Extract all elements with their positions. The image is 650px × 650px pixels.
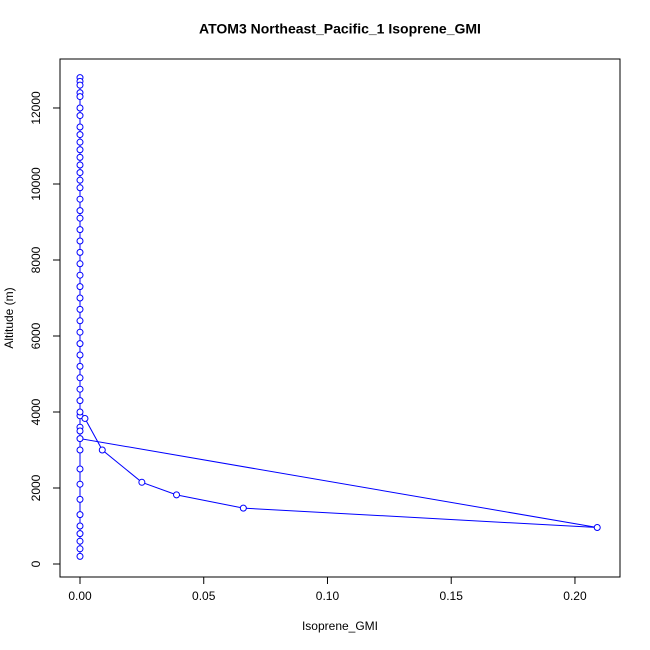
data-point (76, 328, 84, 336)
y-tick-label: 6000 (29, 322, 43, 349)
data-point (76, 397, 84, 405)
data-point (76, 176, 84, 184)
data-point (138, 478, 146, 486)
data-point (76, 340, 84, 348)
data-point (76, 81, 84, 89)
data-point (76, 184, 84, 192)
data-point (76, 207, 84, 215)
data-point (76, 317, 84, 325)
x-tick-label: 0.20 (563, 589, 587, 603)
data-point (76, 237, 84, 245)
data-point (76, 537, 84, 545)
data-point (76, 294, 84, 302)
x-tick-label: 0.15 (440, 589, 464, 603)
data-line (79, 77, 598, 557)
y-tick-label: 4000 (29, 398, 43, 425)
chart-title: ATOM3 Northeast_Pacific_1 Isoprene_GMI (199, 21, 481, 37)
data-point (76, 511, 84, 519)
data-point (76, 374, 84, 382)
data-point (173, 491, 181, 499)
y-tick-label: 12000 (29, 91, 43, 125)
data-point (76, 351, 84, 359)
data-point (76, 283, 84, 291)
data-point (76, 362, 84, 370)
plot-box (59, 58, 621, 578)
data-point (76, 435, 84, 443)
data-point (76, 408, 84, 416)
data-point (593, 524, 601, 532)
data-point (76, 112, 84, 120)
data-point (239, 504, 247, 512)
y-tick-label: 8000 (29, 246, 43, 273)
data-point (76, 226, 84, 234)
data-point (76, 427, 84, 435)
data-point (76, 93, 84, 101)
data-point (76, 153, 84, 161)
data-point (76, 305, 84, 313)
x-axis-title: Isoprene_GMI (302, 619, 378, 633)
data-point (76, 248, 84, 256)
y-tick-label: 2000 (29, 474, 43, 501)
data-point (76, 271, 84, 279)
data-point (76, 169, 84, 177)
data-point (76, 385, 84, 393)
y-axis-title: Altitude (m) (2, 287, 16, 348)
x-tick-label: 0.10 (316, 589, 340, 603)
data-point (76, 480, 84, 488)
data-point (76, 545, 84, 553)
data-point (76, 195, 84, 203)
data-point (76, 446, 84, 454)
y-tick-label: 10000 (29, 167, 43, 201)
data-point (76, 465, 84, 473)
data-point (76, 131, 84, 139)
data-point (76, 495, 84, 503)
data-point (76, 214, 84, 222)
data-point (76, 138, 84, 146)
data-point (76, 123, 84, 131)
data-point (76, 146, 84, 154)
data-point (76, 161, 84, 169)
x-tick-label: 0.00 (68, 589, 92, 603)
data-point (76, 260, 84, 268)
y-tick-label: 0 (29, 560, 43, 567)
data-point (76, 522, 84, 530)
data-point (81, 414, 89, 422)
data-point (76, 552, 84, 560)
data-point (98, 446, 106, 454)
data-point (76, 104, 84, 112)
x-tick-label: 0.05 (192, 589, 216, 603)
data-point (76, 530, 84, 538)
